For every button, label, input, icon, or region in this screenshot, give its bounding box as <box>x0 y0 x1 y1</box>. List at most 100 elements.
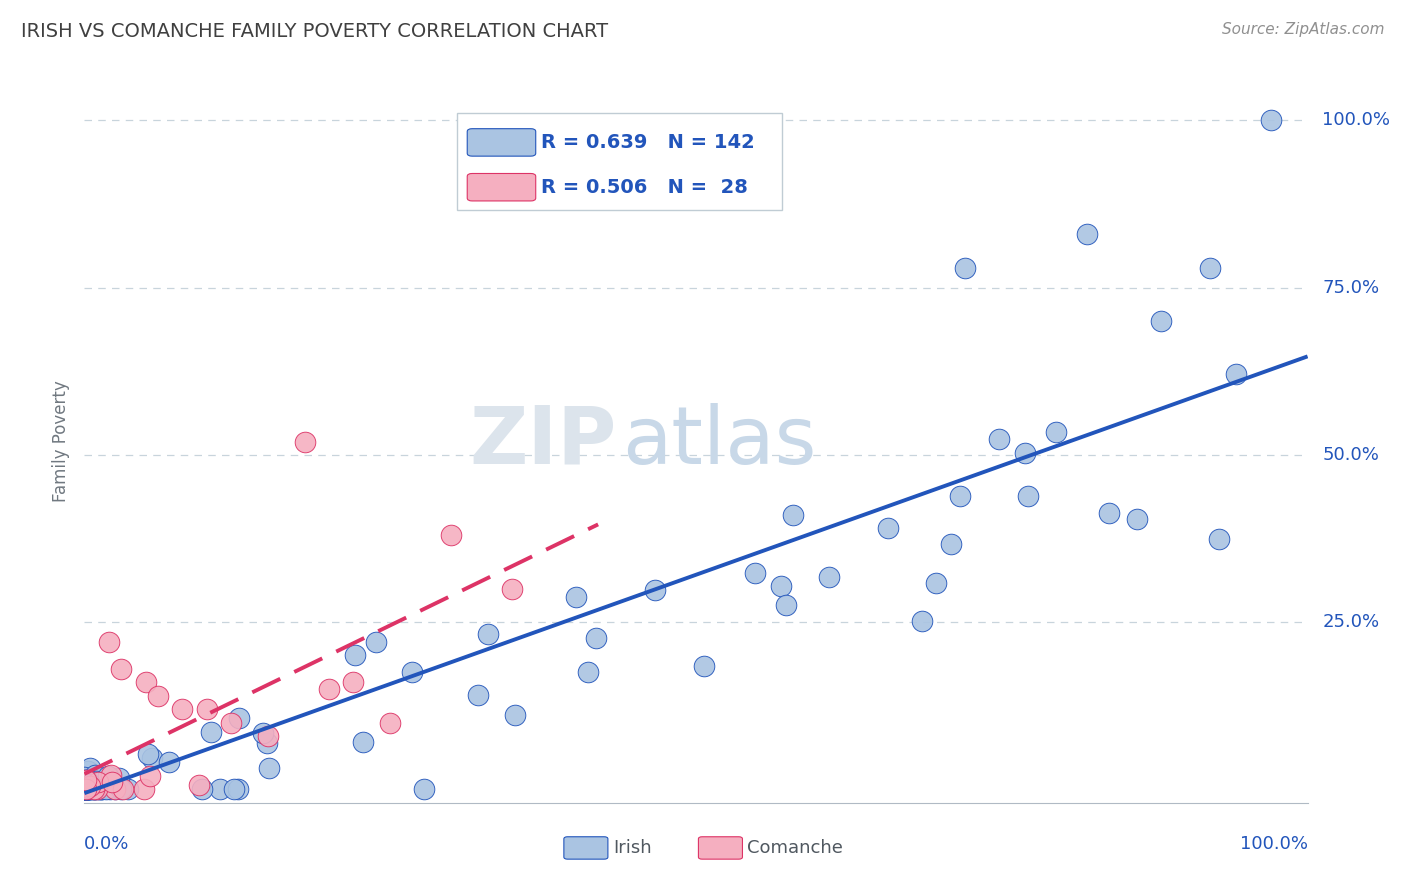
Point <box>75 780 97 794</box>
Point <box>224 782 246 797</box>
Point <box>195 702 218 716</box>
Point <box>73 782 96 797</box>
Point <box>343 648 366 662</box>
Point <box>412 782 434 797</box>
Text: R = 0.506   N =  28: R = 0.506 N = 28 <box>541 178 748 197</box>
Point <box>775 598 797 612</box>
Point <box>73 782 96 797</box>
Point <box>187 778 209 792</box>
Point <box>440 528 463 542</box>
Point <box>172 702 194 716</box>
Point <box>941 537 963 551</box>
Point <box>87 782 110 797</box>
Point <box>744 566 766 581</box>
Point <box>73 782 96 797</box>
Point <box>73 781 96 796</box>
Point <box>84 782 107 797</box>
Point <box>73 780 96 795</box>
Point <box>75 782 97 797</box>
Text: 100.0%: 100.0% <box>1322 112 1391 129</box>
Point <box>226 782 249 797</box>
Point <box>1225 367 1247 381</box>
Point <box>76 781 98 796</box>
Point <box>73 782 96 797</box>
Point <box>75 780 97 795</box>
Point <box>135 675 157 690</box>
Point <box>138 769 160 783</box>
Point <box>76 782 98 797</box>
Text: R = 0.639   N = 142: R = 0.639 N = 142 <box>541 133 755 152</box>
Point <box>953 260 976 275</box>
Point <box>79 777 101 791</box>
Point <box>1208 532 1230 546</box>
Point <box>73 781 96 796</box>
Point <box>73 780 96 795</box>
Point <box>1198 260 1220 275</box>
Point <box>73 770 96 784</box>
Point <box>73 780 96 794</box>
Point <box>80 781 103 796</box>
Point <box>73 780 96 795</box>
Text: Source: ZipAtlas.com: Source: ZipAtlas.com <box>1222 22 1385 37</box>
Point <box>73 782 96 797</box>
Point <box>73 780 96 795</box>
Point <box>146 689 169 703</box>
Point <box>73 782 96 797</box>
Point <box>77 782 100 797</box>
Point <box>90 782 112 797</box>
Point <box>76 772 98 786</box>
Point <box>75 782 97 797</box>
Point <box>692 659 714 673</box>
Point <box>73 782 96 797</box>
Text: 75.0%: 75.0% <box>1322 278 1379 297</box>
Point <box>107 771 129 785</box>
Point <box>97 769 120 783</box>
Text: 50.0%: 50.0% <box>1322 446 1379 464</box>
Point <box>75 781 97 796</box>
Point <box>364 634 387 648</box>
Point <box>77 782 100 797</box>
Text: Irish: Irish <box>613 838 651 856</box>
Point <box>75 781 97 796</box>
Point <box>79 781 101 796</box>
Point <box>318 682 340 697</box>
Point <box>467 688 489 702</box>
Point <box>75 780 97 795</box>
Point <box>644 582 666 597</box>
Point <box>73 770 96 784</box>
Point <box>75 772 97 787</box>
Point <box>294 434 316 449</box>
Point <box>75 782 97 797</box>
Point <box>73 780 96 795</box>
Point <box>86 781 108 796</box>
Point <box>503 707 526 722</box>
Point <box>876 521 898 535</box>
Point <box>110 782 132 797</box>
Point <box>79 782 101 797</box>
Point <box>76 773 98 788</box>
Point <box>77 782 100 797</box>
Point <box>100 768 122 782</box>
Point <box>73 776 96 790</box>
Point <box>75 781 97 796</box>
Point <box>73 781 96 796</box>
Point <box>75 782 97 797</box>
Point <box>100 780 122 795</box>
Point <box>80 781 103 796</box>
Point <box>75 782 97 797</box>
Point <box>79 779 101 793</box>
Point <box>782 508 804 522</box>
Point <box>585 631 607 645</box>
Point <box>76 781 98 796</box>
Point <box>104 782 127 797</box>
Point <box>564 590 586 604</box>
Point <box>77 781 100 796</box>
Point <box>924 575 946 590</box>
Point <box>1014 446 1036 460</box>
Point <box>252 726 274 740</box>
Point <box>1076 227 1098 242</box>
Point <box>83 782 105 797</box>
Point <box>79 781 101 796</box>
Point <box>256 736 278 750</box>
Point <box>1150 314 1173 328</box>
